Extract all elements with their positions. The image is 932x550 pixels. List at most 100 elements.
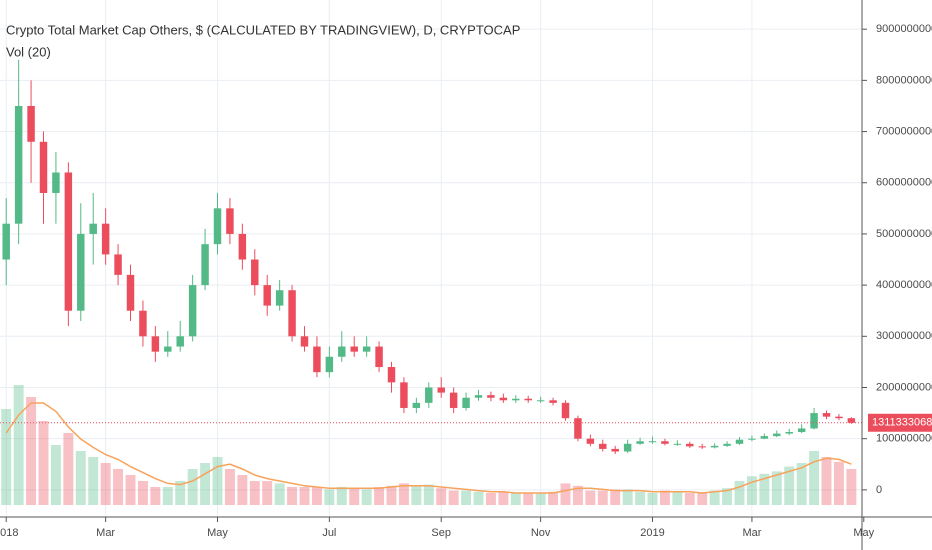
volume-title: Vol (20) (6, 44, 51, 59)
candle-body (487, 395, 495, 398)
candle-body (524, 398, 532, 401)
volume-layer (1, 385, 857, 505)
candle-body (648, 441, 657, 443)
volume-bar (50, 445, 61, 505)
volume-bar (162, 487, 173, 505)
volume-bar (746, 476, 757, 505)
volume-bar (113, 469, 124, 505)
candle-body (201, 244, 209, 286)
candle-body (14, 105, 23, 224)
volume-bar (560, 483, 571, 505)
candle-body (350, 346, 358, 352)
volume-bar (659, 490, 670, 505)
volume-bar (13, 385, 24, 505)
candle-body (586, 438, 595, 444)
candle-body (822, 413, 831, 417)
volume-bar (572, 485, 583, 505)
price-axis-panel (862, 0, 932, 550)
candle-body (52, 172, 60, 193)
volume-bar (249, 481, 260, 505)
volume-bar (448, 490, 459, 505)
volume-bar (597, 490, 608, 505)
candle-body (686, 443, 694, 447)
volume-bar (374, 487, 385, 505)
volume-bar (26, 397, 37, 505)
candle-body (39, 141, 48, 193)
volume-bar (473, 491, 484, 505)
candle-body (300, 336, 309, 347)
volume-bar (461, 490, 472, 505)
x-tick-label: May (207, 527, 228, 539)
last-price-label: 13113330687 (872, 417, 932, 429)
y-tick-label: 0 (876, 484, 882, 496)
y-tick-label: 20000000000 (876, 381, 932, 393)
volume-bar (622, 489, 633, 505)
volume-bar (311, 487, 322, 505)
volume-bar (175, 481, 186, 505)
volume-bar (523, 493, 534, 505)
candle-body (238, 233, 247, 260)
x-tick-label: Sep (431, 527, 451, 539)
candle-body (599, 443, 607, 449)
volume-bar (423, 484, 434, 505)
candle-body (536, 400, 545, 402)
candle-body (611, 448, 619, 452)
candle-body (549, 400, 557, 403)
y-tick-label: 10000000000 (876, 433, 932, 445)
candle-body (2, 223, 10, 260)
volume-bar (224, 469, 235, 505)
volume-bar (722, 488, 733, 505)
volume-bar (585, 490, 596, 505)
candle-body (797, 428, 806, 433)
candle-body (723, 443, 731, 446)
candle-body (574, 418, 582, 439)
candle-body (188, 285, 197, 337)
volume-bar (187, 469, 198, 505)
candle-body (748, 438, 756, 440)
volume-bar (100, 463, 111, 505)
candle-body (710, 445, 719, 448)
candle-body (499, 397, 508, 401)
volume-bar (635, 491, 646, 505)
y-tick-label: 90000000000 (876, 23, 932, 35)
x-tick-label: Mar (96, 527, 115, 539)
candle-body (785, 432, 793, 434)
candle-body (325, 356, 334, 373)
candle-body (126, 274, 135, 311)
candle-body (462, 397, 470, 408)
candle-body (275, 290, 284, 306)
price-layer (0, 59, 862, 455)
volume-bar (38, 421, 49, 505)
volume-bar (361, 489, 372, 505)
last-price-box (868, 413, 932, 432)
volume-bar (75, 451, 86, 505)
candle-body (760, 436, 769, 439)
volume-bar (150, 487, 161, 505)
candle-body (437, 387, 445, 393)
candle-body (735, 439, 744, 444)
candle-body (89, 223, 97, 234)
volume-bar (709, 490, 720, 505)
candle-body (338, 346, 346, 357)
volume-bar (88, 457, 99, 505)
volume-bar (274, 483, 285, 505)
candle-body (474, 395, 483, 398)
volume-bar (436, 488, 447, 505)
candle-body (561, 402, 570, 419)
candle-body (64, 172, 73, 311)
volume-bar (200, 463, 211, 505)
y-tick-label: 50000000000 (876, 228, 932, 240)
volume-bar (386, 485, 397, 505)
candle-body (698, 446, 706, 448)
y-tick-label: 60000000000 (876, 177, 932, 189)
y-tick-label: 70000000000 (876, 125, 932, 137)
candle-body (213, 208, 222, 245)
y-tick-label: 30000000000 (876, 330, 932, 342)
candle-body (400, 382, 408, 408)
x-tick-label: 2018 (0, 527, 18, 539)
candle-body (176, 336, 184, 347)
volume-bar (809, 451, 820, 505)
candle-body (810, 413, 818, 429)
volume-bar (697, 493, 708, 505)
